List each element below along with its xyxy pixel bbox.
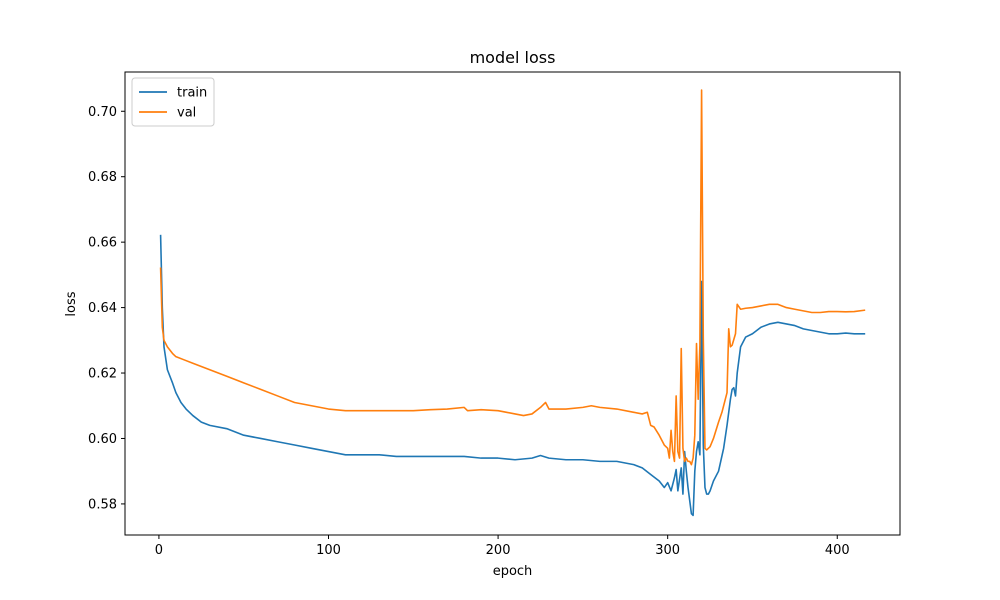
y-tick-label: 0.64 bbox=[88, 301, 117, 316]
y-tick-label: 0.62 bbox=[88, 367, 117, 382]
y-tick-label: 0.60 bbox=[88, 432, 117, 447]
x-axis-label: epoch bbox=[493, 564, 533, 579]
chart-title: model loss bbox=[470, 48, 556, 67]
legend-box bbox=[131, 77, 215, 127]
legend: train val bbox=[131, 77, 215, 127]
y-tick-label: 0.68 bbox=[88, 170, 117, 185]
y-tick-label: 0.58 bbox=[88, 497, 117, 512]
legend-label-train: train bbox=[177, 86, 207, 101]
x-tick-label: 100 bbox=[316, 543, 341, 558]
x-tick-label: 300 bbox=[655, 543, 680, 558]
axes: 0 100 200 300 400 0.58 0.60 0.62 0.64 0.66 0.68 0.7… bbox=[88, 71, 901, 558]
legend-label-val: val bbox=[177, 106, 196, 121]
y-axis-label: loss bbox=[64, 291, 79, 316]
x-tick-label: 400 bbox=[825, 543, 850, 558]
y-tick-label: 0.70 bbox=[88, 105, 117, 120]
plot-area bbox=[159, 89, 866, 517]
series-line-val bbox=[159, 89, 866, 466]
series-line-train bbox=[159, 234, 866, 517]
axes-frame bbox=[124, 71, 901, 536]
y-tick-label: 0.66 bbox=[88, 236, 117, 251]
x-tick-label: 0 bbox=[155, 543, 163, 558]
x-tick-label: 200 bbox=[486, 543, 511, 558]
